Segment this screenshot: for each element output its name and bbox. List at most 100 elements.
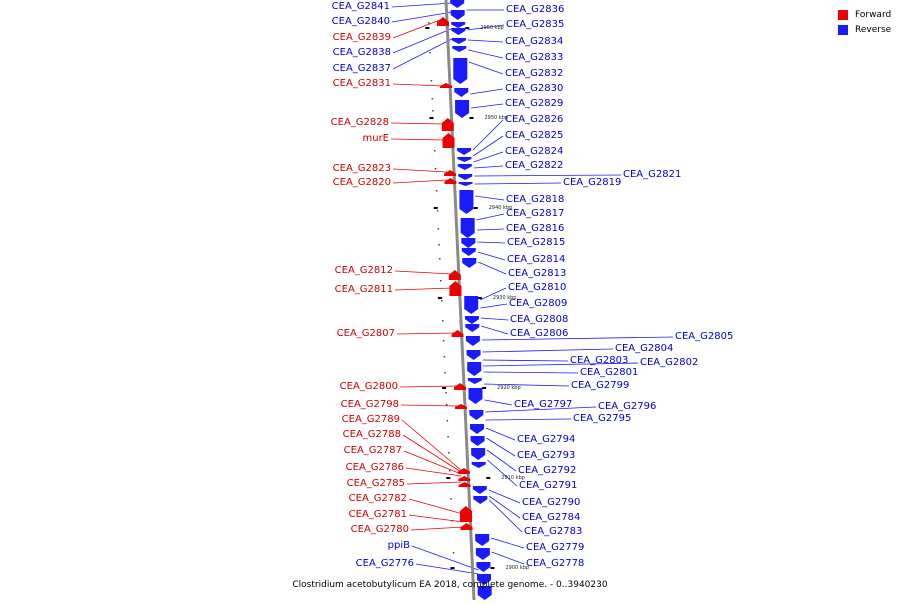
tick-label: 2920 kbp	[497, 385, 521, 391]
reverse-gene-label: CEA_G2803	[570, 355, 629, 366]
scale-dot	[434, 168, 437, 170]
leader-line	[483, 383, 570, 387]
leader-line	[392, 179, 448, 184]
leader-line	[484, 399, 513, 406]
leader-line	[473, 165, 504, 169]
reverse-gene-label: CEA_G2819	[563, 177, 622, 188]
forward-gene-label: CEA_G2839	[332, 32, 391, 43]
tick-label: 2960 kbp	[480, 25, 504, 31]
reverse-gene-label: CEA_G2813	[508, 268, 567, 279]
leader-line	[480, 317, 509, 321]
reverse-gene-label: CEA_G2838	[332, 47, 391, 58]
reverse-gene-label: CEA_G2829	[505, 98, 564, 109]
leader-line	[470, 88, 504, 95]
reverse-gene	[460, 218, 475, 238]
scale-dot	[448, 452, 450, 454]
reverse-gene-label: CEA_G2779	[526, 542, 585, 553]
reverse-gene	[467, 378, 482, 384]
reverse-gene-label: CEA_G2808	[510, 314, 569, 325]
forward-gene	[458, 476, 471, 481]
forward-gene-label: CEA_G2781	[348, 509, 407, 520]
reverse-gene-label: ppiB	[387, 540, 410, 551]
leader-lines	[390, 2, 674, 575]
reverse-gene-label: CEA_G2817	[506, 208, 565, 219]
reverse-gene-label: CEA_G2797	[514, 399, 573, 410]
reverse-gene	[458, 174, 473, 180]
reverse-gene-label: CEA_G2791	[519, 480, 578, 491]
map-caption: Clostridium acetobutylicum EA 2018, comp…	[292, 580, 608, 590]
forward-gene	[459, 506, 472, 522]
tick-label: 2940 kbp	[488, 205, 513, 211]
forward-gene	[454, 404, 467, 409]
reverse-gene-label: CEA_G2832	[505, 68, 564, 79]
legend-forward: Forward	[838, 9, 898, 24]
reverse-gene	[473, 496, 488, 504]
reverse-gene	[475, 548, 490, 560]
forward-gene-label: CEA_G2823	[332, 163, 391, 174]
leader-line	[392, 83, 444, 87]
reverse-gene-label: CEA_G2815	[507, 237, 566, 248]
leader-line	[410, 526, 464, 531]
leader-line	[392, 27, 454, 54]
leader-line	[392, 168, 448, 173]
reverse-gene	[467, 362, 482, 376]
legend-reverse: Reverse	[838, 24, 898, 39]
reverse-gene-label: CEA_G2794	[517, 434, 576, 445]
reverse-gene-label: CEA_G2810	[508, 282, 567, 293]
scale-dot	[446, 420, 449, 422]
forward-gene	[454, 383, 467, 390]
scale-dot	[428, 22, 430, 24]
leader-line	[406, 481, 462, 485]
leader-line	[472, 119, 504, 151]
gene-features	[437, 0, 492, 600]
scale-dot	[434, 150, 436, 152]
leader-line	[483, 371, 579, 374]
scale-dot	[430, 80, 433, 82]
reverse-gene-label: CEA_G2814	[507, 254, 566, 265]
leader-line	[402, 434, 462, 473]
scale-dot	[431, 98, 434, 100]
leader-line	[482, 359, 569, 362]
leader-line	[482, 348, 614, 353]
forward-gene-label: CEA_G2831	[332, 78, 391, 89]
reverse-gene	[464, 316, 479, 324]
reverse-gene-label: CEA_G2792	[518, 465, 577, 476]
forward-gene-label: CEA_G2820	[332, 177, 391, 188]
reverse-gene	[461, 238, 476, 248]
reverse-gene-label: CEA_G2822	[505, 160, 564, 171]
reverse-gene	[450, 10, 465, 20]
reverse-gene-label: CEA_G2784	[522, 512, 581, 523]
leader-line	[475, 195, 505, 201]
reverse-gene	[477, 586, 492, 600]
reverse-gene	[472, 486, 487, 494]
reverse-gene-label: CEA_G2835	[506, 19, 565, 30]
reverse-gene	[454, 88, 469, 97]
forward-gene	[437, 17, 450, 26]
leader-line	[468, 61, 504, 75]
reverse-gene-label: CEA_G2809	[509, 298, 568, 309]
scale-dot	[439, 258, 441, 260]
reverse-swatch	[838, 25, 848, 35]
reverse-gene-label: CEA_G2795	[573, 413, 632, 424]
tick-label: 2910 kbp	[501, 475, 525, 481]
tick-label: 2950 kbp	[484, 115, 509, 121]
forward-gene	[449, 281, 462, 296]
forward-gene-label: CEA_G2811	[334, 284, 393, 295]
reverse-gene	[457, 148, 472, 155]
leader-line	[470, 103, 504, 109]
forward-gene	[444, 170, 457, 176]
reverse-gene	[470, 424, 485, 434]
leader-line	[479, 287, 507, 301]
reverse-gene-label: CEA_G2799	[571, 380, 630, 391]
reverse-gene-label: CEA_G2821	[623, 169, 682, 180]
leader-line	[408, 498, 464, 515]
reverse-gene	[471, 448, 486, 460]
reverse-gene	[477, 574, 492, 585]
forward-gene-label: CEA_G2786	[345, 462, 404, 473]
reverse-gene	[470, 436, 485, 446]
reverse-gene	[457, 164, 472, 170]
forward-gene-label: CEA_G2812	[334, 265, 393, 276]
scale-dot	[437, 228, 440, 230]
reverse-gene	[458, 182, 473, 186]
